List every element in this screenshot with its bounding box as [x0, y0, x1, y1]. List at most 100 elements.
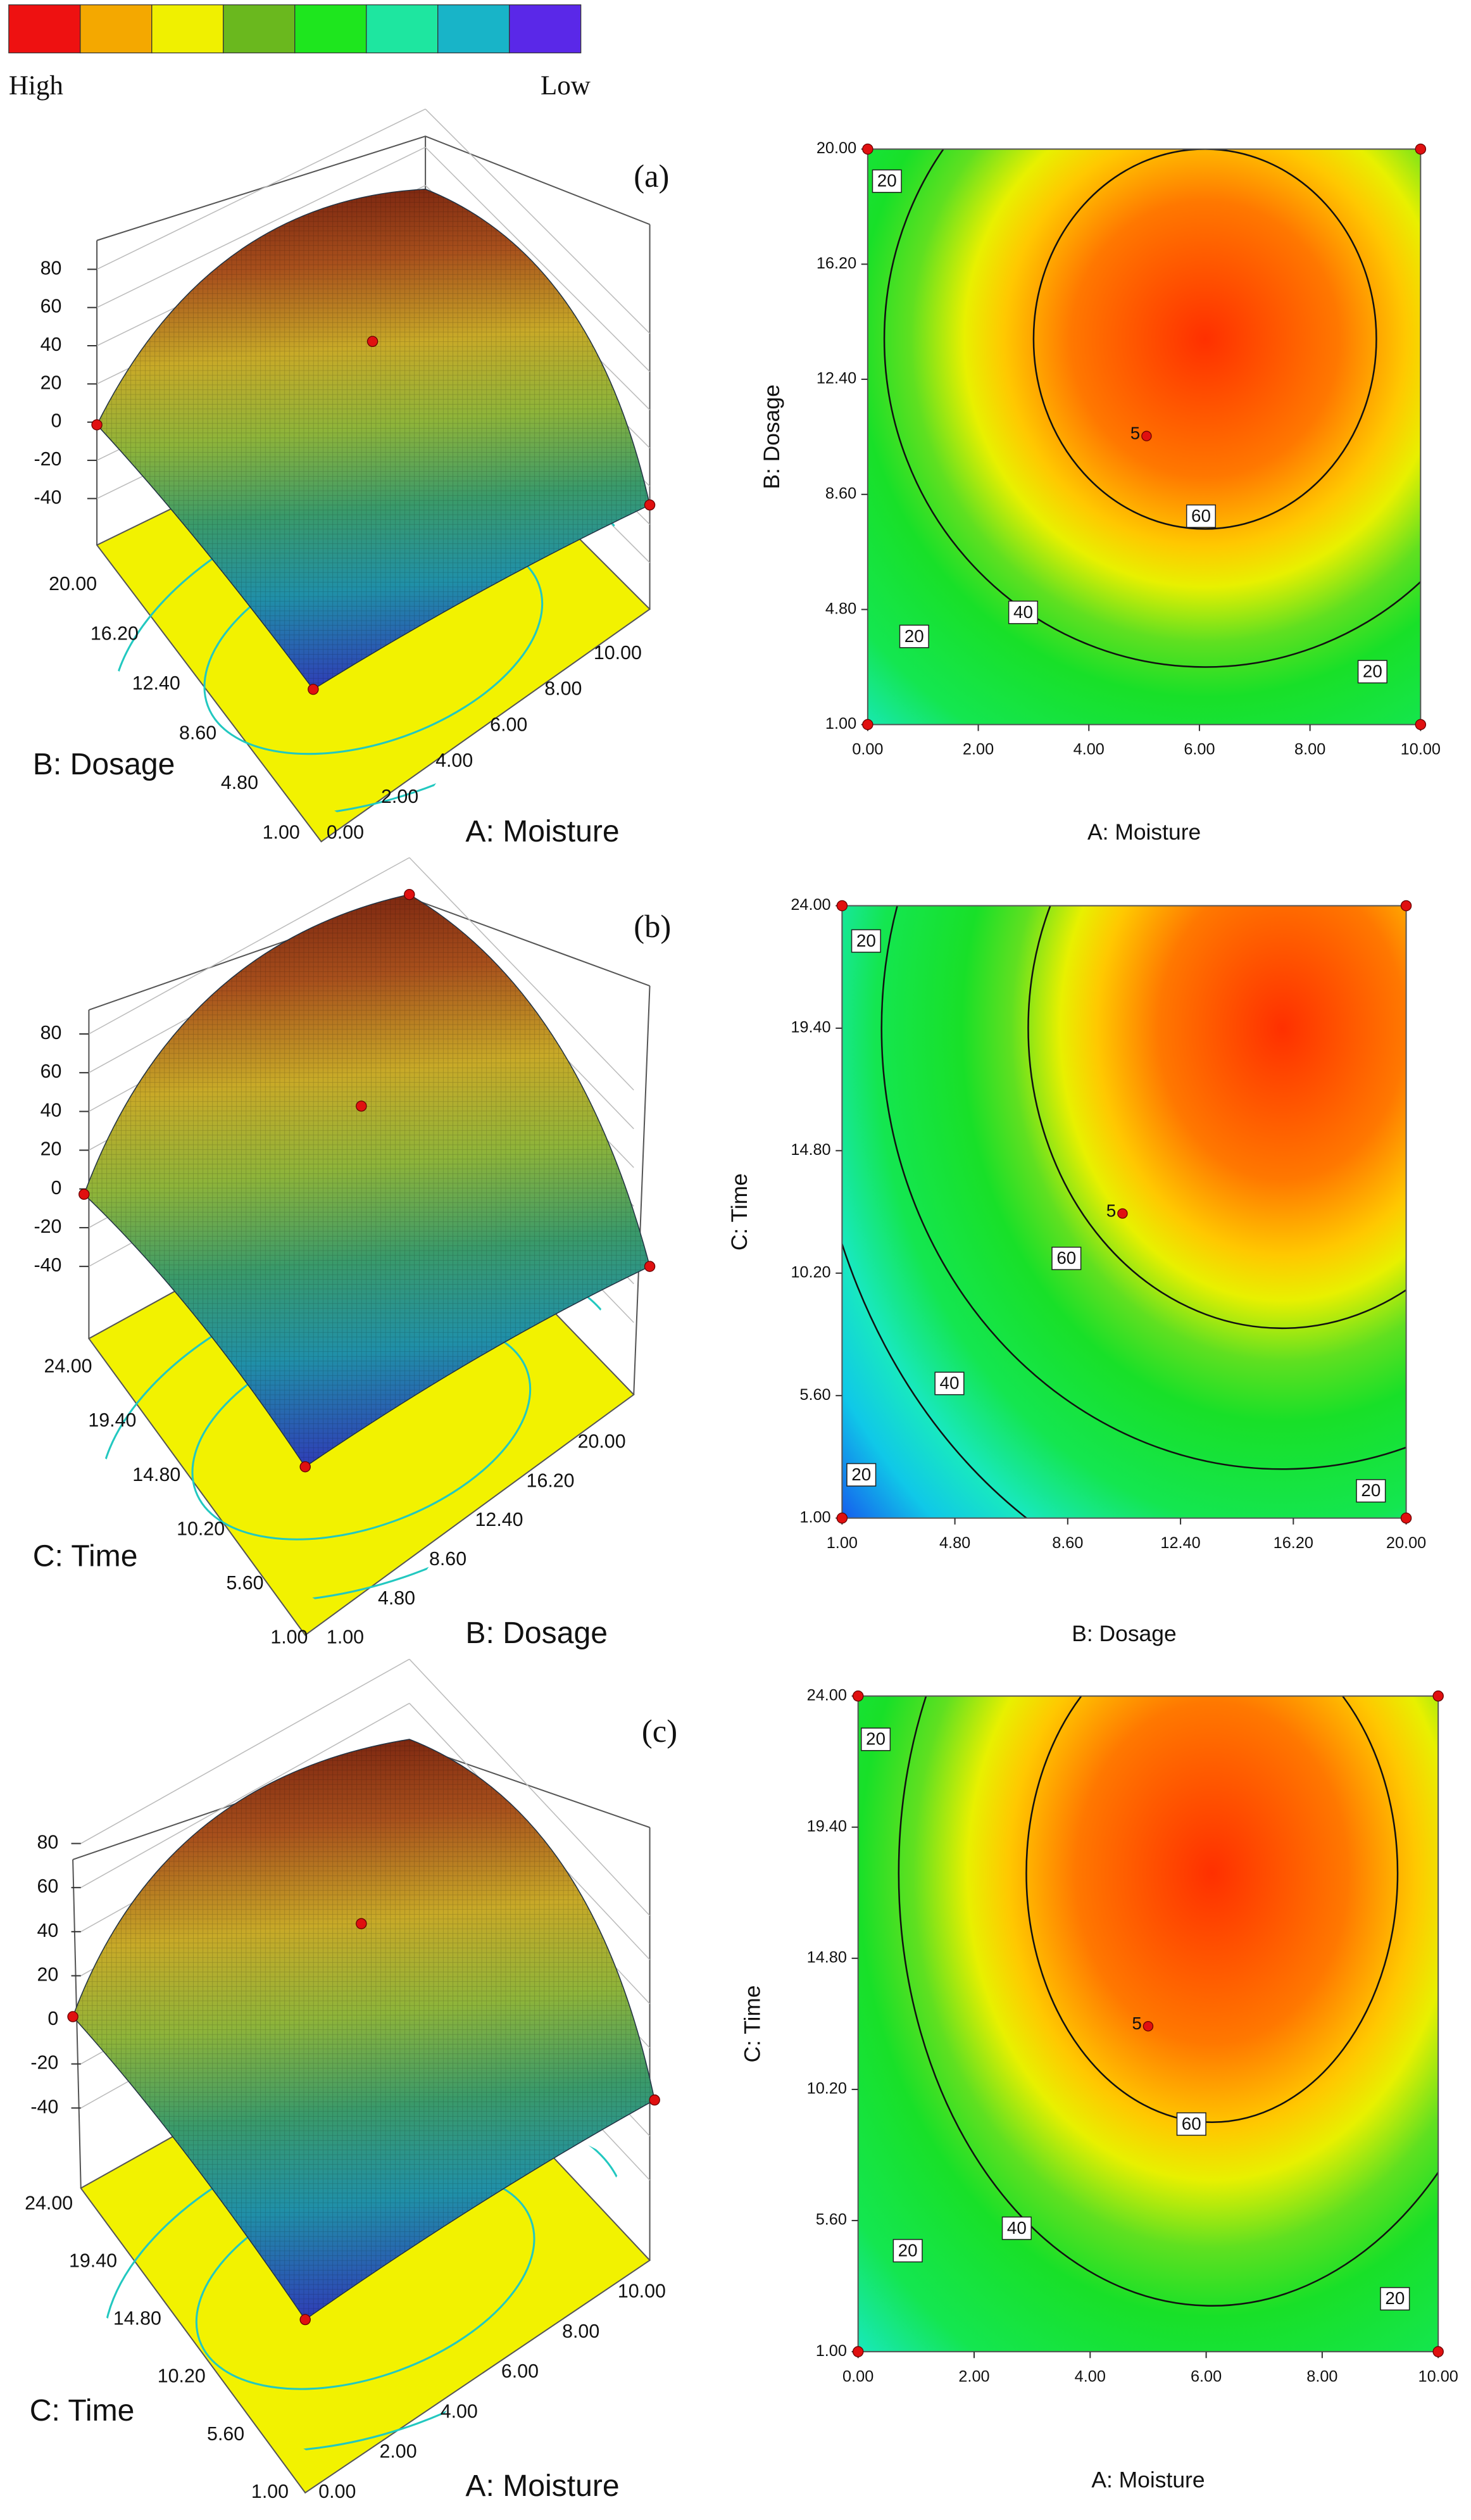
z-grid-line	[409, 1658, 651, 1917]
x-axis-title: B: Dosage	[465, 1616, 608, 1650]
design-point	[1415, 143, 1427, 155]
y-tick-label: 8.60	[179, 722, 216, 744]
box-edge	[72, 1859, 82, 2188]
x-tick-label: 16.20	[527, 1470, 575, 1491]
y-tick-label: 24.00	[44, 1356, 92, 1377]
z-tick-label: 60	[41, 1061, 62, 1082]
z-tick-label: -40	[34, 1254, 61, 1276]
x-tick-label: 4.00	[435, 750, 473, 771]
contour-line	[1032, 149, 1377, 530]
y-tick-label: 4.80	[825, 600, 856, 617]
x-tick-label: 10.00	[618, 2281, 666, 2302]
z-grid-line	[80, 1703, 410, 1888]
colorbar-swatch	[294, 4, 367, 54]
design-point	[862, 143, 873, 155]
contour-label: 20	[1361, 1480, 1380, 1500]
x-axis-title: A: Moisture	[465, 2469, 619, 2503]
contour-label-box	[1051, 1246, 1082, 1270]
y-tick-label: 5.60	[799, 1386, 830, 1404]
y-axis-title: B: Dosage	[33, 747, 175, 781]
x-tick-label: 20.00	[1386, 1534, 1426, 1552]
x-tick-label: 4.00	[441, 2400, 478, 2422]
contour-label: 40	[940, 1373, 960, 1393]
design-point	[862, 719, 873, 731]
design-point	[836, 900, 848, 912]
y-tick-label: 10.20	[791, 1263, 830, 1281]
design-point	[1432, 2346, 1444, 2357]
design-point	[308, 683, 319, 695]
contour-label: 20	[851, 1465, 871, 1484]
contour-label: 60	[1191, 506, 1211, 526]
contour-label: 20	[898, 2240, 918, 2260]
y-tick-label: 14.80	[791, 1141, 830, 1159]
x-tick-label: 8.60	[429, 1548, 466, 1570]
contour-label-box	[846, 1463, 877, 1487]
design-point	[644, 499, 656, 511]
x-tick-label: 6.00	[1184, 741, 1215, 759]
y-tick-label: 24.00	[791, 896, 830, 914]
center-point-label: 5	[1130, 423, 1140, 443]
design-point	[299, 2314, 311, 2326]
panel-label: (b)	[634, 909, 671, 944]
z-tick-label: -20	[30, 2052, 58, 2074]
y-tick-label: 16.20	[91, 623, 139, 645]
design-point	[91, 419, 103, 431]
colorbar-swatch	[437, 4, 510, 54]
x-tick-label: 8.60	[1052, 1534, 1083, 1552]
contour-label-box	[1357, 660, 1387, 684]
x-axis-title: B: Dosage	[1072, 1621, 1176, 1646]
y-axis-title: C: Time	[30, 2393, 135, 2428]
contour-label-box	[860, 1727, 891, 1751]
contour-label: 20	[866, 1729, 886, 1749]
contour-label: 20	[905, 626, 924, 646]
z-tick-label: -40	[30, 2096, 58, 2117]
x-tick-label: 0.00	[318, 2481, 356, 2502]
contour-label-box	[1008, 600, 1039, 624]
x-tick-label: 16.20	[1274, 1534, 1313, 1552]
center-point	[1142, 2020, 1154, 2032]
panel-label: (a)	[634, 158, 669, 194]
y-tick-label: 4.80	[221, 772, 258, 793]
design-point	[1432, 1690, 1444, 1702]
colorbar-swatch	[8, 4, 81, 54]
z-grid-line	[425, 146, 651, 372]
x-tick-label: 4.00	[1075, 2367, 1106, 2385]
contour-label: 20	[877, 171, 897, 191]
design-point	[1415, 719, 1427, 731]
design-point	[366, 336, 379, 348]
x-tick-label: 8.00	[1306, 2367, 1337, 2385]
design-point	[67, 2011, 78, 2022]
y-tick-label: 5.60	[207, 2423, 244, 2445]
contour-label-box	[1001, 2216, 1032, 2240]
contour-label: 20	[1385, 2288, 1405, 2308]
y-tick-label: 1.00	[263, 822, 300, 843]
colorbar-swatch	[151, 4, 224, 54]
z-tick-label: 40	[41, 1099, 62, 1121]
y-tick-label: 19.40	[88, 1409, 136, 1431]
surface-mesh	[97, 189, 650, 690]
z-grid-line	[425, 108, 651, 334]
contour-label: 20	[1363, 661, 1382, 681]
z-tick-label: 0	[51, 410, 61, 432]
z-tick-label: 80	[41, 257, 62, 279]
surface-mesh	[84, 894, 650, 1467]
surface-plot: 80 60 40 20 0 -20 -40 1.00 5.60 10.20 14.80 19.40 24…	[33, 857, 671, 1650]
colorbar-swatch	[223, 4, 296, 54]
x-tick-label: 10.00	[594, 642, 642, 664]
z-tick-label: 20	[41, 372, 62, 393]
surface-mesh	[73, 1739, 655, 2320]
plot-frame	[841, 905, 1407, 1519]
x-tick-label: 4.80	[939, 1534, 970, 1552]
y-tick-label: 12.40	[817, 370, 856, 387]
contour-line	[898, 1696, 1439, 2307]
surface-plot: 80 60 40 20 0 -20 -40 1.00 4.80 8.60 12.40 16.20 20.…	[33, 108, 669, 848]
contour-line	[883, 149, 1421, 668]
y-tick-label: 19.40	[791, 1019, 830, 1036]
x-axis-title: A: Moisture	[1091, 2467, 1205, 2493]
x-tick-label: 6.00	[1191, 2367, 1222, 2385]
center-point	[1117, 1208, 1128, 1219]
y-tick-label: 5.60	[226, 1572, 263, 1594]
y-tick-label: 12.40	[132, 672, 180, 694]
